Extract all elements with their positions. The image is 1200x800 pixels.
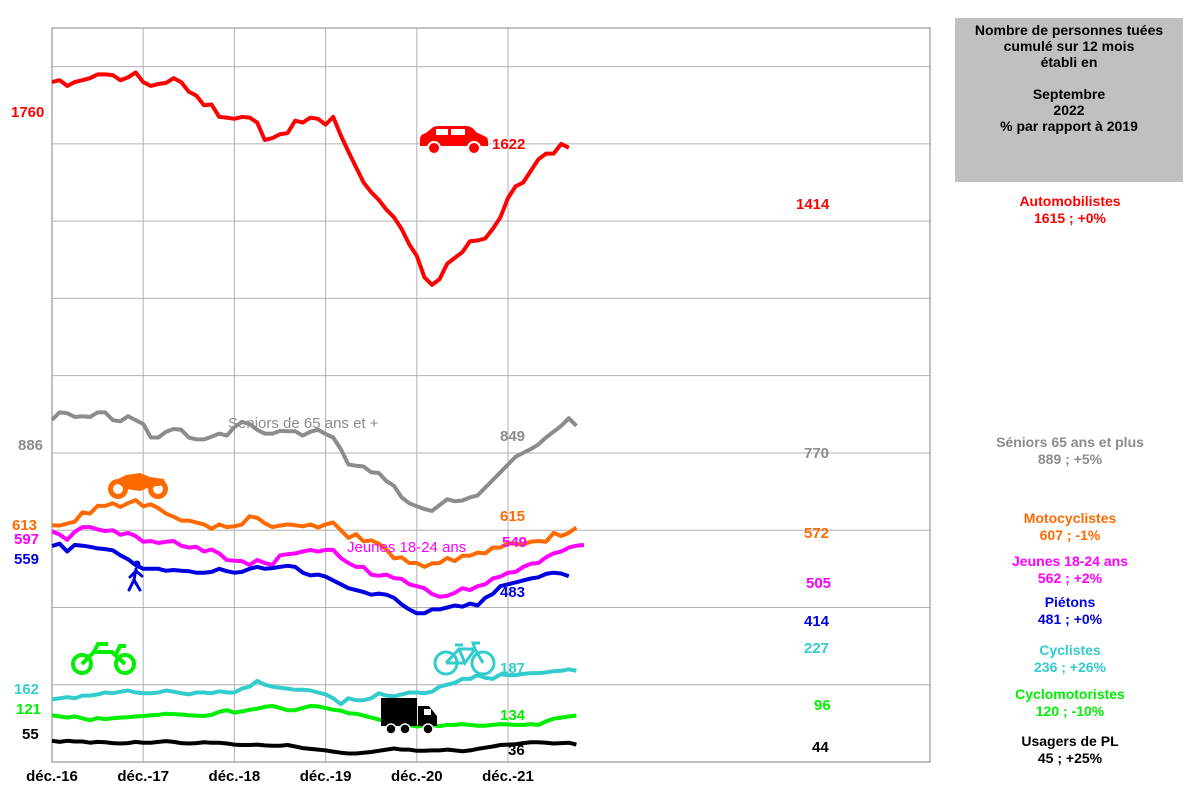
- x-tick-label: déc.-18: [209, 768, 261, 785]
- legend-summary: 236 ; +26%: [1034, 659, 1106, 675]
- legend-name: Motocyclistes: [1023, 510, 1117, 526]
- legend-cyclo: Cyclomotoristes 120 ; -10%: [965, 686, 1175, 720]
- annotation-pietons: 483: [500, 584, 525, 601]
- legend-summary: 45 ; +25%: [1037, 750, 1103, 766]
- annotation-cyclo: 121: [16, 701, 41, 718]
- annotation-cyclistes: 227: [804, 640, 829, 657]
- series-line-jeunes: [51, 525, 585, 599]
- legend-seniors: Séniors 65 ans et plus 889 ; +5%: [965, 434, 1175, 468]
- annotation-seniors: 770: [804, 445, 829, 462]
- annotation-cyclistes: 187: [500, 660, 525, 677]
- annotation-auto: 1760: [11, 104, 44, 121]
- info-year: 2022: [1053, 102, 1085, 118]
- x-tick-label: déc.-16: [26, 768, 78, 785]
- annotation-pl: 55: [22, 726, 39, 743]
- annotation-jeunes: Jeunes 18-24 ans: [347, 539, 466, 556]
- legend-summary: 481 ; +0%: [1037, 611, 1103, 627]
- info-line2: cumulé sur 12 mois: [1003, 38, 1135, 54]
- moped-icon: [71, 642, 136, 675]
- info-month: Septembre: [1032, 86, 1106, 102]
- truck-icon: [381, 698, 437, 735]
- legend-jeunes: Jeunes 18-24 ans 562 ; +2%: [965, 553, 1175, 587]
- series-lines: [50, 70, 585, 756]
- legend-summary: 889 ; +5%: [1037, 451, 1103, 467]
- legend-name: Séniors 65 ans et plus: [996, 434, 1144, 450]
- legend-name: Automobilistes: [1019, 193, 1121, 209]
- legend-pl: Usagers de PL 45 ; +25%: [965, 733, 1175, 767]
- annotation-seniors: 886: [18, 437, 43, 454]
- legend-name: Usagers de PL: [1021, 733, 1119, 749]
- annotation-auto: 1622: [492, 136, 525, 153]
- series-line-cyclo: [51, 704, 577, 729]
- x-axis-ticks: déc.-16 déc.-17 déc.-18 déc.-19 déc.-20 déc.-…: [26, 768, 534, 785]
- data-labels: 1760 1622 1414 Seniors de 65 ans et + 886 849…: [11, 104, 831, 759]
- annotation-pietons: 414: [804, 613, 830, 630]
- annotation-pietons: 559: [14, 551, 39, 568]
- legend-moto: Motocyclistes 607 ; -1%: [965, 510, 1175, 544]
- annotation-jeunes: 597: [14, 531, 39, 548]
- legend-name: Piétons: [1044, 594, 1096, 610]
- legend-summary: 607 ; -1%: [1039, 527, 1101, 543]
- legend-pietons: Piétons 481 ; +0%: [965, 594, 1175, 628]
- legend-name: Cyclistes: [1039, 642, 1101, 658]
- annotation-seniors: 849: [500, 428, 525, 445]
- info-box: Nombre de personnes tuées cumulé sur 12 …: [955, 18, 1183, 182]
- series-line-pl: [51, 738, 577, 756]
- info-comparison: % par rapport à 2019: [1000, 118, 1138, 134]
- legend-name: Jeunes 18-24 ans: [1012, 553, 1128, 569]
- legend-summary: 1615 ; +0%: [1034, 210, 1106, 226]
- series-line-auto: [51, 70, 570, 287]
- x-tick-label: déc.-20: [391, 768, 443, 785]
- annotation-jeunes: 505: [806, 575, 831, 592]
- x-tick-label: déc.-19: [300, 768, 352, 785]
- plot-frame: [51, 27, 931, 763]
- legend-auto: Automobilistes 1615 ; +0%: [965, 193, 1175, 227]
- annotation-cyclistes: 162: [14, 681, 39, 698]
- annotation-moto: 615: [500, 508, 525, 525]
- legend-summary: 120 ; -10%: [1035, 703, 1105, 719]
- info-line3: établi en: [1040, 54, 1098, 70]
- annotation-pl: 36: [508, 742, 525, 759]
- info-spacer: [955, 70, 1183, 86]
- bicycle-icon: [433, 641, 496, 676]
- annotation-pl: 44: [812, 739, 829, 756]
- series-line-cyclistes: [51, 667, 577, 707]
- annotation-moto: 613: [12, 517, 37, 534]
- annotation-cyclo: 134: [500, 707, 526, 724]
- series-line-moto: [51, 498, 578, 569]
- info-line1: Nombre de personnes tuées: [974, 22, 1164, 38]
- x-tick-label: déc.-17: [117, 768, 169, 785]
- motorcycle-icon: [108, 473, 168, 499]
- legend-summary: 562 ; +2%: [1037, 570, 1103, 586]
- series-icons: [71, 126, 496, 735]
- annotation-seniors: Seniors de 65 ans et +: [228, 415, 379, 432]
- x-tick-label: déc.-21: [482, 768, 534, 785]
- legend-name: Cyclomotoristes: [1015, 686, 1125, 702]
- annotation-auto: 1414: [796, 196, 830, 213]
- annotation-moto: 572: [804, 525, 829, 542]
- annotation-cyclo: 96: [814, 697, 831, 714]
- legend-cyclistes: Cyclistes 236 ; +26%: [965, 642, 1175, 676]
- car-icon: [420, 126, 488, 155]
- pedestrian-icon: [127, 560, 144, 592]
- chart-grid: [51, 27, 931, 763]
- series-line-seniors: [50, 410, 578, 513]
- annotation-jeunes: 549: [502, 534, 527, 551]
